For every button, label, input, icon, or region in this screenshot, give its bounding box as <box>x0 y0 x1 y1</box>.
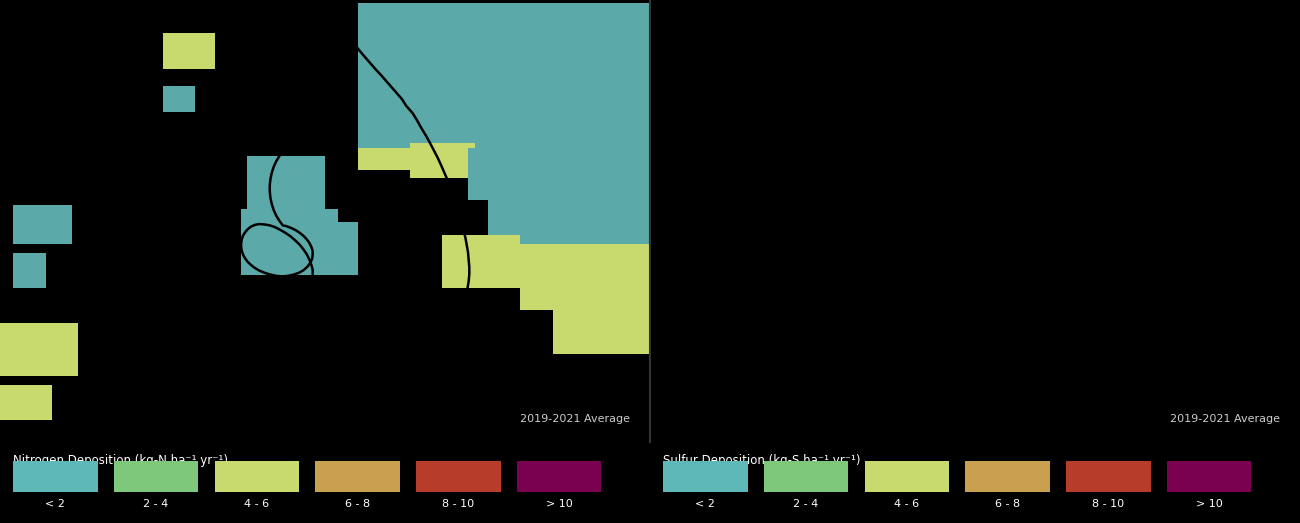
Bar <box>358 147 410 169</box>
Bar <box>517 461 601 492</box>
Bar <box>315 461 400 492</box>
Bar <box>13 461 98 492</box>
Text: 8 - 10: 8 - 10 <box>442 499 474 509</box>
Bar <box>552 301 650 354</box>
Bar <box>1167 461 1251 492</box>
Text: 2019-2021 Average: 2019-2021 Average <box>520 414 630 424</box>
Text: Sulfur Deposition (kg-S ha⁻¹ yr⁻¹): Sulfur Deposition (kg-S ha⁻¹ yr⁻¹) <box>663 454 861 467</box>
Bar <box>488 187 650 244</box>
Bar <box>663 461 747 492</box>
Bar <box>0 385 52 420</box>
Text: 2019-2021 Average: 2019-2021 Average <box>1170 414 1280 424</box>
Bar <box>358 3 650 156</box>
Bar <box>13 253 46 288</box>
Text: 2 - 4: 2 - 4 <box>793 499 819 509</box>
Text: 4 - 6: 4 - 6 <box>894 499 919 509</box>
Text: > 10: > 10 <box>546 499 572 509</box>
Text: > 10: > 10 <box>1196 499 1222 509</box>
Text: 8 - 10: 8 - 10 <box>1092 499 1124 509</box>
Bar <box>247 156 325 222</box>
Bar <box>114 461 198 492</box>
Bar <box>468 147 650 200</box>
Bar <box>764 461 848 492</box>
Bar <box>520 244 650 310</box>
Bar <box>442 235 520 288</box>
Text: 2 - 4: 2 - 4 <box>143 499 169 509</box>
Text: 6 - 8: 6 - 8 <box>344 499 370 509</box>
Bar <box>0 323 78 376</box>
Text: Nitrogen Deposition (kg-N ha⁻¹ yr⁻¹): Nitrogen Deposition (kg-N ha⁻¹ yr⁻¹) <box>13 454 227 467</box>
Bar <box>214 461 299 492</box>
Text: < 2: < 2 <box>696 499 715 509</box>
Bar <box>965 461 1050 492</box>
Text: < 2: < 2 <box>46 499 65 509</box>
Bar <box>13 204 72 244</box>
Bar <box>410 143 474 178</box>
Bar <box>292 222 358 275</box>
Bar <box>162 33 214 69</box>
Bar <box>864 461 949 492</box>
Bar <box>240 209 338 275</box>
Text: 4 - 6: 4 - 6 <box>244 499 269 509</box>
Bar <box>416 461 500 492</box>
Text: 6 - 8: 6 - 8 <box>994 499 1020 509</box>
Bar <box>1066 461 1150 492</box>
Bar <box>162 86 195 112</box>
